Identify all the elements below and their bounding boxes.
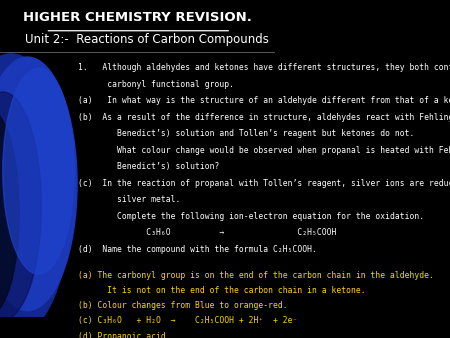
Text: (a)   In what way is the structure of an aldehyde different from that of a keton: (a) In what way is the structure of an a… (78, 96, 450, 105)
Text: Unit 2:-  Reactions of Carbon Compounds: Unit 2:- Reactions of Carbon Compounds (25, 33, 269, 46)
Text: It is not on the end of the carbon chain in a ketone.: It is not on the end of the carbon chain… (78, 286, 366, 295)
Text: (c)  In the reaction of propanal with Tollen’s reagent, silver ions are reduced : (c) In the reaction of propanal with Tol… (78, 179, 450, 188)
Text: 1.   Although aldehydes and ketones have different structures, they both contain: 1. Although aldehydes and ketones have d… (78, 64, 450, 72)
Ellipse shape (3, 68, 74, 274)
Text: (b)  As a result of the difference in structure, aldehydes react with Fehling’s : (b) As a result of the difference in str… (78, 113, 450, 122)
Text: HIGHER CHEMISTRY REVISION.: HIGHER CHEMISTRY REVISION. (23, 11, 252, 24)
Ellipse shape (0, 92, 41, 320)
Text: What colour change would be observed when propanal is heated with Fehling’s (or: What colour change would be observed whe… (78, 146, 450, 155)
Text: Complete the following ion-electron equation for the oxidation.: Complete the following ion-electron equa… (78, 212, 424, 221)
Ellipse shape (0, 57, 77, 311)
Text: (d)  Name the compound with the formula C₂H₅COOH.: (d) Name the compound with the formula C… (78, 245, 317, 254)
Text: carbonyl functional group.: carbonyl functional group. (78, 80, 234, 89)
Text: (c) C₃H₆O   + H₂O  →    C₂H₅COOH + 2H⁺  + 2e⁻: (c) C₃H₆O + H₂O → C₂H₅COOH + 2H⁺ + 2e⁻ (78, 316, 298, 325)
Text: Benedict’s) solution?: Benedict’s) solution? (78, 162, 220, 171)
Ellipse shape (0, 110, 19, 315)
Text: (b) Colour changes from Blue to orange-red.: (b) Colour changes from Blue to orange-r… (78, 301, 288, 310)
Text: silver metal.: silver metal. (78, 195, 181, 204)
Ellipse shape (0, 54, 72, 338)
Text: C₃H₆O          →               C₂H₅COOH: C₃H₆O → C₂H₅COOH (78, 228, 337, 237)
Text: (d) Propanoic acid: (d) Propanoic acid (78, 332, 166, 338)
Text: (a) The carbonyl group is on the end of the carbon chain in the aldehyde.: (a) The carbonyl group is on the end of … (78, 271, 434, 280)
Text: Benedict’s) solution and Tollen’s reagent but ketones do not.: Benedict’s) solution and Tollen’s reagen… (78, 129, 415, 138)
